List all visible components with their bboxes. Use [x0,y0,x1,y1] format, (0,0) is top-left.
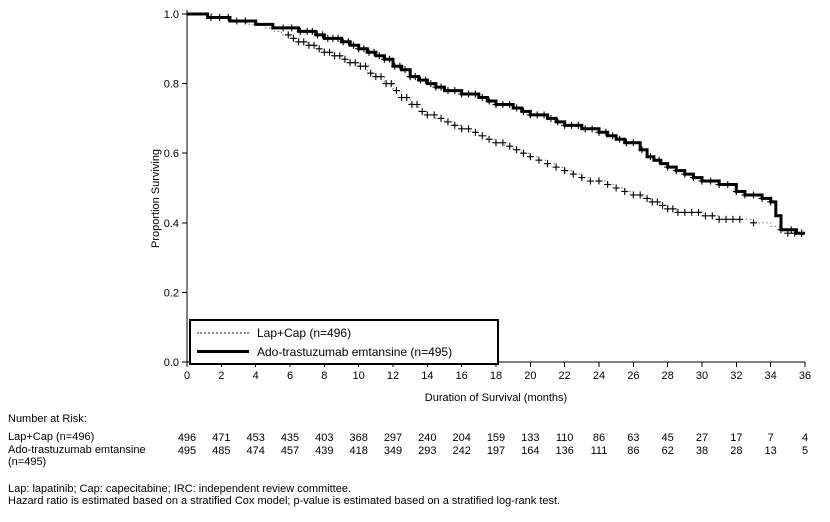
svg-text:30: 30 [696,370,708,382]
svg-text:418: 418 [349,445,367,457]
number-at-risk-values-row-1: 495 485 474 457 439 418 349 293 242 197 164 136 111 8… [178,445,808,457]
svg-text:240: 240 [418,432,436,444]
x-axis-title: Duration of Survival (months) [424,392,568,404]
svg-text:349: 349 [384,445,402,457]
svg-text:4: 4 [253,370,259,382]
svg-text:32: 32 [730,370,742,382]
svg-text:38: 38 [696,445,708,457]
svg-text:496: 496 [178,432,196,444]
svg-text:110: 110 [556,432,574,444]
km-plot-canvas: 0.00.20.40.60.81.00 2 4 6 8 10 12 14 16 18 20 22 24 2… [164,9,811,457]
svg-text:0.6: 0.6 [164,148,179,160]
legend-entry-lapcap: Lap+Cap (n=496) [197,323,491,342]
svg-text:495: 495 [178,445,196,457]
svg-text:457: 457 [281,445,299,457]
svg-text:45: 45 [662,432,674,444]
svg-text:62: 62 [662,445,674,457]
svg-text:1.0: 1.0 [164,9,179,21]
svg-text:10: 10 [353,370,365,382]
svg-text:403: 403 [315,432,333,444]
svg-text:485: 485 [212,445,230,457]
legend-entry-tdm1: Ado-trastuzumab emtansine (n=495) [197,342,491,361]
svg-text:28: 28 [730,445,742,457]
y-axis-title: Proportion Surviving [150,148,162,248]
svg-text:435: 435 [281,432,299,444]
svg-text:453: 453 [246,432,264,444]
svg-text:242: 242 [452,445,470,457]
svg-text:111: 111 [591,445,608,457]
svg-text:439: 439 [315,445,333,457]
svg-text:204: 204 [452,432,470,444]
svg-text:17: 17 [730,432,742,444]
svg-text:164: 164 [521,445,539,457]
censor-marks-lapcap [284,31,806,237]
svg-text:63: 63 [627,432,639,444]
legend-label-tdm1: Ado-trastuzumab emtansine (n=495) [257,344,453,359]
svg-text:86: 86 [627,445,639,457]
svg-text:13: 13 [765,445,777,457]
svg-text:14: 14 [421,370,433,382]
svg-text:133: 133 [521,432,539,444]
svg-text:293: 293 [418,445,436,457]
survival-curve-lapcap [187,13,805,234]
svg-text:86: 86 [593,432,605,444]
svg-text:18: 18 [490,370,502,382]
dotted-line-sample-icon [197,331,249,334]
number-at-risk-title: Number at Risk: [8,413,87,425]
svg-text:368: 368 [349,432,367,444]
svg-text:20: 20 [524,370,536,382]
svg-text:159: 159 [487,432,505,444]
svg-text:0.0: 0.0 [164,357,179,369]
svg-text:0: 0 [184,370,190,382]
svg-text:28: 28 [662,370,674,382]
svg-text:24: 24 [593,370,605,382]
svg-text:297: 297 [384,432,402,444]
number-at-risk-values-row-0: 496 471 453 435 403 368 297 240 204 159 133 110 86 63… [178,432,808,444]
svg-text:6: 6 [287,370,293,382]
svg-text:7: 7 [768,432,774,444]
y-tick-labels: 0.0 0.2 0.4 0.6 0.8 1.0 [164,9,187,369]
svg-text:12: 12 [387,370,399,382]
svg-text:0.8: 0.8 [164,79,179,91]
footnote-abbreviations: Lap: lapatinib; Cap: capecitabine; IRC: … [8,483,352,495]
svg-text:5: 5 [802,445,808,457]
x-tick-labels: 0 2 4 6 8 10 12 14 16 18 20 22 24 26 28 30 32 34 36 [184,362,811,382]
svg-text:136: 136 [555,445,573,457]
svg-text:0.4: 0.4 [164,218,179,230]
censor-marks-tdm1 [207,13,806,237]
svg-text:16: 16 [456,370,468,382]
svg-text:471: 471 [212,432,230,444]
svg-text:22: 22 [559,370,571,382]
svg-text:0.2: 0.2 [164,287,179,299]
legend: Lap+Cap (n=496) Ado-trastuzumab emtansin… [189,319,499,365]
solid-line-sample-icon [197,350,249,353]
svg-text:27: 27 [696,432,708,444]
legend-label-lapcap: Lap+Cap (n=496) [257,325,352,340]
number-at-risk-row-label-tdm1: Ado-trastuzumab emtansine (n=495) [8,444,146,468]
svg-text:474: 474 [246,445,264,457]
survival-curve-tdm1 [187,12,805,235]
svg-text:36: 36 [799,370,811,382]
svg-text:197: 197 [487,445,505,457]
svg-text:4: 4 [802,432,808,444]
svg-text:26: 26 [627,370,639,382]
footnote-statistics: Hazard ratio is estimated based on a str… [8,495,561,507]
svg-text:8: 8 [321,370,327,382]
number-at-risk-row-label-lapcap: Lap+Cap (n=496) [8,431,95,443]
svg-text:2: 2 [218,370,224,382]
svg-text:34: 34 [765,370,777,382]
